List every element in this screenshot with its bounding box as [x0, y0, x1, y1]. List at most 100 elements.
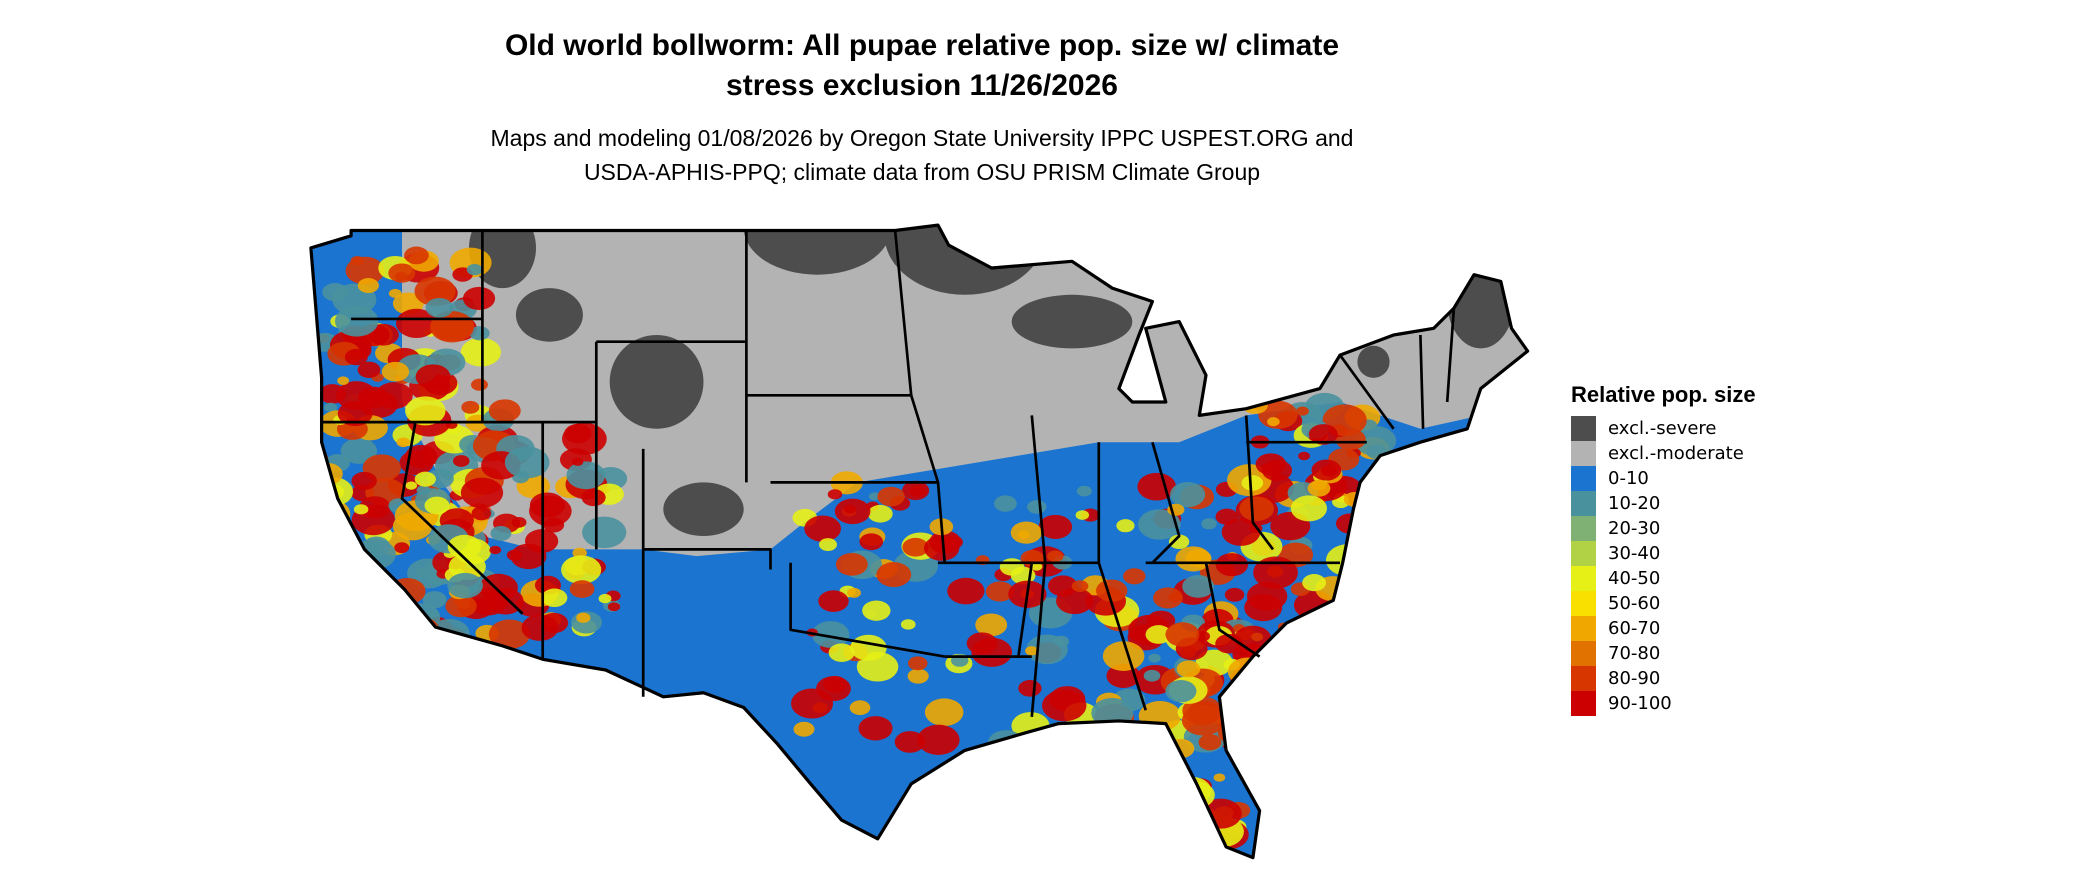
high-pop-cell	[1308, 424, 1338, 445]
legend-label: excl.-severe	[1608, 418, 1717, 439]
legend-item: 50-60	[1571, 591, 1756, 616]
high-pop-cell	[1215, 553, 1249, 577]
high-pop-cell	[1315, 693, 1331, 705]
legend-item: 0-10	[1571, 466, 1756, 491]
high-pop-cell	[1143, 669, 1161, 682]
map-title: Old world bollworm: All pupae relative p…	[0, 26, 1844, 106]
high-pop-cell	[365, 595, 398, 619]
high-pop-cell	[1298, 451, 1310, 461]
high-pop-cell	[827, 489, 843, 500]
high-pop-cell	[1325, 618, 1358, 641]
legend-item: excl.-moderate	[1571, 441, 1756, 466]
high-pop-cell	[999, 558, 1025, 576]
high-pop-cell	[791, 688, 834, 719]
high-pop-cell	[460, 337, 502, 367]
high-pop-cell	[581, 488, 606, 507]
high-pop-cell	[850, 634, 887, 661]
high-pop-cell	[337, 376, 350, 385]
high-pop-cell	[900, 619, 916, 630]
high-pop-cell	[1246, 712, 1289, 743]
high-pop-cell	[332, 598, 358, 616]
state-border	[1338, 354, 1395, 430]
high-pop-cell	[445, 594, 477, 618]
high-pop-cell	[521, 614, 559, 641]
excl-severe-patch	[1011, 294, 1133, 349]
high-pop-cell	[321, 579, 366, 611]
high-pop-cell	[994, 495, 1017, 512]
legend: Relative pop. size excl.-severe excl.-mod…	[1571, 380, 1756, 716]
high-pop-cell	[847, 587, 861, 598]
high-pop-cell	[1302, 574, 1327, 592]
high-pop-cell	[1176, 660, 1201, 678]
high-pop-cell	[1135, 729, 1154, 743]
legend-label: 90-100	[1608, 693, 1672, 714]
high-pop-cell	[582, 516, 627, 549]
high-pop-cell	[447, 534, 482, 559]
legend-label: 0-10	[1608, 468, 1649, 489]
high-pop-cell	[572, 457, 584, 466]
high-pop-cell	[1328, 685, 1363, 710]
high-pop-cell	[490, 525, 512, 541]
high-pop-cell	[1145, 625, 1172, 644]
high-pop-cell	[1041, 689, 1087, 722]
high-pop-cell	[337, 401, 373, 427]
high-pop-cell	[1302, 685, 1336, 709]
state-border	[1151, 441, 1181, 564]
high-pop-cell	[1241, 475, 1264, 491]
high-pop-cell	[359, 496, 391, 519]
high-pop-cell	[352, 538, 396, 570]
high-pop-cell	[1153, 587, 1183, 609]
state-border	[1445, 308, 1456, 403]
high-pop-cell	[406, 617, 439, 641]
high-pop-cell	[415, 364, 451, 390]
high-pop-cell	[1307, 480, 1331, 497]
high-pop-cell	[859, 533, 884, 551]
high-pop-cell	[1290, 495, 1328, 522]
high-pop-cell	[1076, 485, 1092, 497]
high-pop-cell	[907, 668, 929, 684]
high-pop-cell	[1253, 556, 1298, 589]
legend-label: 60-70	[1608, 618, 1661, 639]
high-pop-cell	[1298, 694, 1322, 711]
high-pop-cell	[1201, 518, 1217, 530]
high-pop-cell	[1102, 641, 1145, 671]
high-pop-cell	[404, 444, 438, 469]
high-pop-cell	[426, 609, 439, 619]
high-pop-cell	[1030, 562, 1043, 571]
high-pop-cell	[1213, 773, 1226, 782]
high-pop-cell	[1279, 654, 1308, 675]
high-pop-cell	[1348, 529, 1382, 554]
excl-severe-patch	[884, 225, 1046, 295]
high-pop-cell	[1267, 641, 1312, 674]
high-pop-cell	[310, 564, 348, 594]
legend-label: 20-30	[1608, 518, 1661, 539]
high-pop-cell	[1262, 459, 1293, 482]
legend-item: excl.-severe	[1571, 416, 1756, 441]
high-pop-cell	[416, 567, 431, 579]
excl-severe-patch	[1357, 345, 1390, 378]
high-pop-cell	[424, 496, 450, 515]
legend-swatch	[1571, 541, 1596, 566]
legend-swatch	[1571, 466, 1596, 491]
high-pop-cell	[471, 378, 488, 391]
high-pop-cell	[340, 437, 378, 464]
high-pop-cell	[1075, 510, 1090, 520]
high-pop-cell	[1170, 481, 1206, 508]
high-pop-cell	[1224, 587, 1245, 602]
high-pop-cell	[894, 731, 926, 753]
high-pop-cell	[1346, 583, 1381, 608]
state-border	[1419, 334, 1425, 429]
high-pop-cell	[344, 348, 368, 366]
high-pop-cell	[346, 570, 372, 589]
high-pop-cell	[1242, 756, 1275, 780]
high-pop-cell	[1250, 737, 1267, 750]
high-pop-cell	[843, 504, 857, 514]
high-pop-cell	[1025, 646, 1039, 656]
legend-item: 80-90	[1571, 666, 1756, 691]
high-pop-cell	[348, 621, 363, 632]
high-pop-cell	[985, 581, 1014, 602]
high-pop-cell	[1168, 534, 1190, 549]
high-pop-cell	[332, 540, 362, 562]
legend-item: 60-70	[1571, 616, 1756, 641]
